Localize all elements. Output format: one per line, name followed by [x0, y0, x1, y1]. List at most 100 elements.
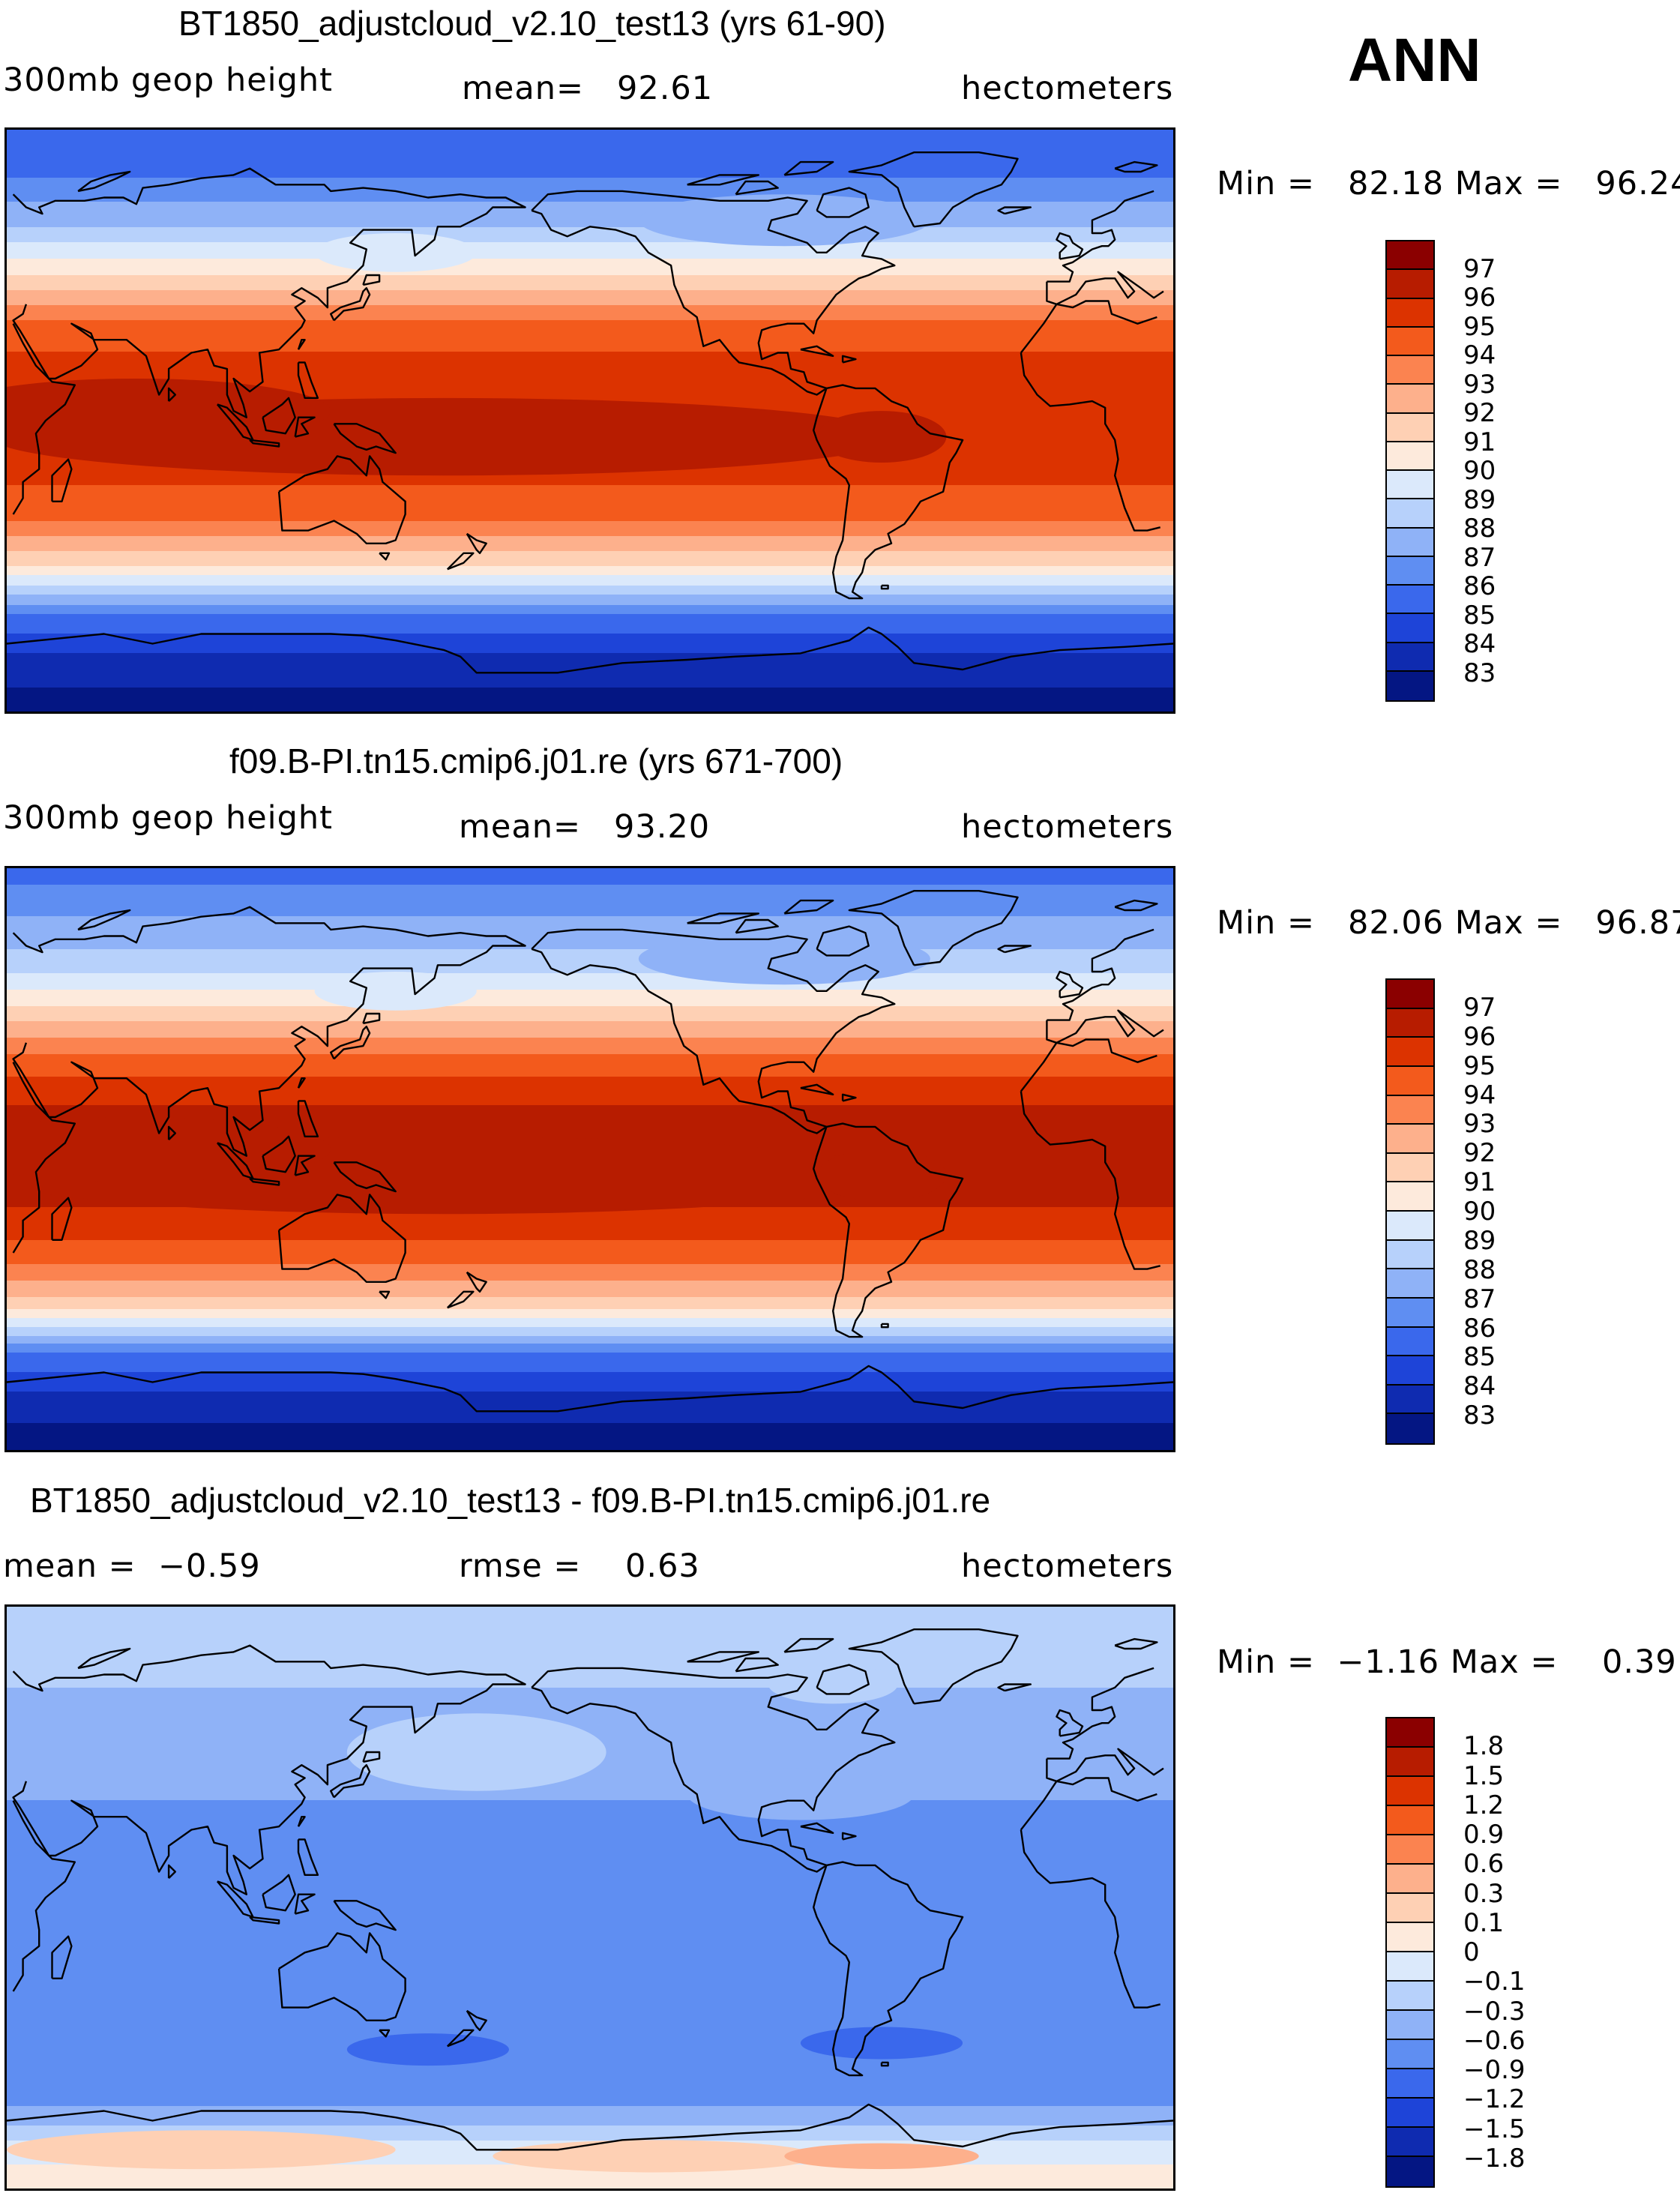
contour-band [7, 1974, 1173, 1976]
contour-band [7, 2097, 1173, 2099]
contour-band [7, 1814, 1173, 1816]
contour-band [7, 1353, 1173, 1355]
contour-band [7, 281, 1173, 283]
contour-band [7, 1314, 1173, 1316]
contour-band [7, 266, 1173, 268]
contour-band [7, 658, 1173, 660]
contour-band [7, 158, 1173, 160]
contour-band [7, 1640, 1173, 1642]
contour-band [7, 1980, 1173, 1982]
contour-band [7, 1838, 1173, 1840]
contour-band [7, 587, 1173, 589]
contour-band [7, 656, 1173, 658]
contour-band [7, 1356, 1173, 1358]
contour-band [7, 1386, 1173, 1388]
contour-band [7, 2120, 1173, 2122]
contour-band [7, 987, 1173, 989]
contour-band [7, 697, 1173, 699]
contour-band [7, 1953, 1173, 1955]
contour-band [7, 1926, 1173, 1928]
coastline [783, 899, 834, 915]
contour-band [7, 1778, 1173, 1780]
contour-band [7, 991, 1173, 993]
contour-band [7, 984, 1173, 986]
contour-band [7, 1081, 1173, 1083]
contour-band [7, 1632, 1173, 1634]
contour-band [7, 136, 1173, 138]
coastline [294, 1893, 316, 1915]
contour-band [7, 978, 1173, 980]
contour-band [7, 1299, 1173, 1301]
contour-band [7, 1242, 1173, 1244]
contour-band [7, 1050, 1173, 1052]
coastline [841, 355, 857, 364]
contour-band [7, 1128, 1173, 1130]
contour-band [7, 323, 1173, 325]
coastline [783, 1637, 834, 1653]
contour-band [7, 1279, 1173, 1281]
contour-band [7, 2114, 1173, 2116]
contour-band [7, 532, 1173, 534]
contour-band [7, 680, 1173, 682]
contour-band [7, 292, 1173, 294]
contour-band [7, 2112, 1173, 2114]
contour-band [7, 1414, 1173, 1416]
contour-band [7, 520, 1173, 522]
contour-band [7, 1381, 1173, 1383]
contour-band [7, 169, 1173, 171]
contour-band [7, 1614, 1173, 1616]
contour-band [7, 610, 1173, 612]
contour-band [7, 1958, 1173, 1960]
contour-band [7, 1850, 1173, 1852]
contour-band [7, 302, 1173, 304]
contour-band [7, 1342, 1173, 1344]
contour-band [7, 2001, 1173, 2003]
contour-band [7, 1772, 1173, 1774]
coastline [249, 1916, 280, 1925]
contour-band [7, 1122, 1173, 1124]
contour-band [7, 1905, 1173, 1907]
contour-band [7, 1641, 1173, 1643]
contour-band [7, 376, 1173, 378]
contour-band [7, 1941, 1173, 1943]
colorbar-tick-label: 91 [1463, 427, 1496, 457]
contour-band [7, 1447, 1173, 1449]
contour-band [7, 1020, 1173, 1022]
contour-band [7, 1796, 1173, 1798]
contour-band [7, 131, 1173, 133]
contour-band [7, 1662, 1173, 1664]
colorbar-swatch [1387, 614, 1433, 643]
contour-region [7, 2130, 396, 2170]
colorbar-swatch [1387, 1008, 1433, 1038]
contour-band [7, 1368, 1173, 1370]
coastline [12, 300, 1160, 532]
contour-band [7, 1713, 1173, 1715]
contour-band [7, 1017, 1173, 1019]
contour-band [7, 972, 1173, 974]
contour-band [7, 1817, 1173, 1819]
contour-band [7, 1357, 1173, 1359]
contour-band [7, 1213, 1173, 1215]
contour-band [7, 2042, 1173, 2044]
contour-band [7, 1134, 1173, 1136]
contour-band [7, 1718, 1173, 1720]
contour-band [7, 1779, 1173, 1781]
contour-band [7, 907, 1173, 909]
contour-band [7, 1937, 1173, 1939]
contour-band [7, 623, 1173, 625]
contour-band [7, 904, 1173, 906]
coastline [51, 1935, 73, 1979]
contour-band [7, 1080, 1173, 1082]
contour-band [7, 2123, 1173, 2125]
colorbar-swatch [1387, 556, 1433, 586]
contour-band [7, 1844, 1173, 1846]
contour-region [7, 1116, 331, 1182]
coastline [297, 361, 319, 399]
colorbar-tick-label: 0.9 [1463, 1820, 1505, 1850]
colorbar-tick-label: −0.6 [1463, 2025, 1526, 2056]
contour-band [7, 874, 1173, 876]
contour-band [7, 160, 1173, 162]
contour-band [7, 481, 1173, 483]
contour-band [7, 1977, 1173, 1979]
contour-band [7, 1995, 1173, 1997]
